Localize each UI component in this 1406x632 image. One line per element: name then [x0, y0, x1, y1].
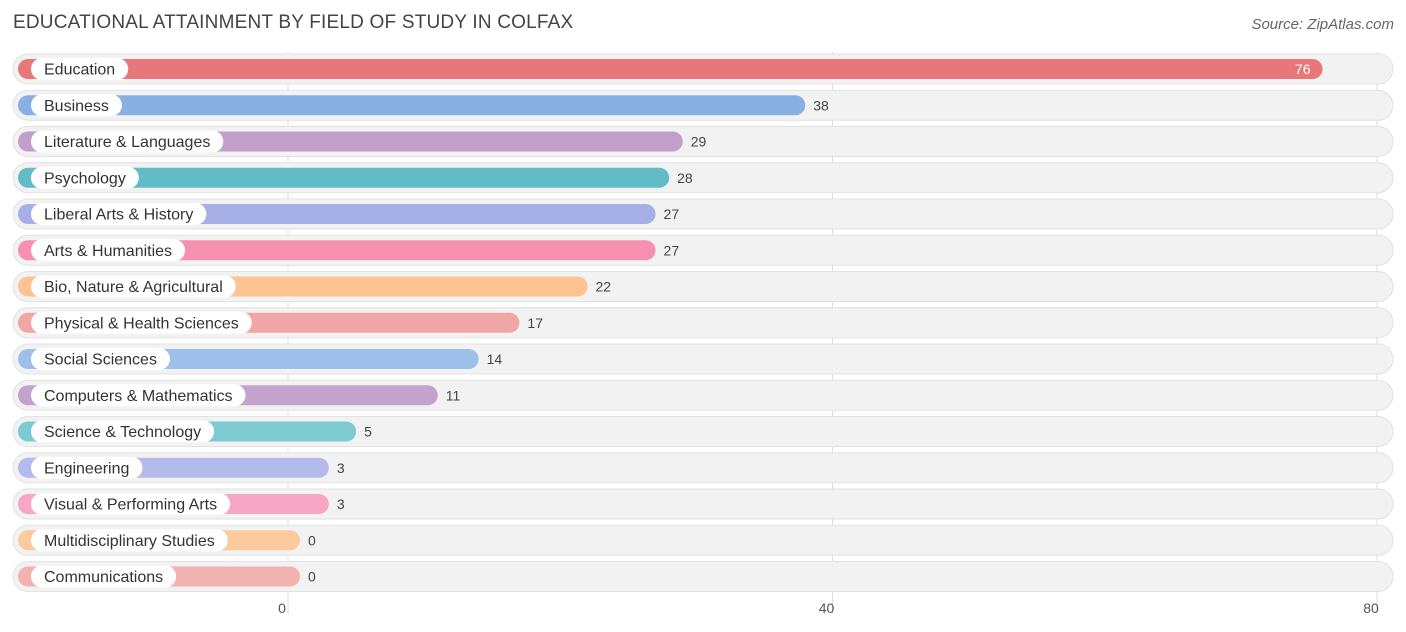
category-label-pill — [31, 493, 231, 515]
category-label: Education — [44, 62, 115, 79]
bar-row: Literature & Languages 29 — [12, 126, 1394, 157]
category-label-pill — [31, 384, 246, 407]
source-credit: Source: ZipAtlas.com — [1251, 16, 1394, 33]
category-label: Computers & Mathematics — [44, 388, 233, 405]
bar-row: Psychology 28 — [12, 162, 1394, 194]
category-label: Visual & Performing Arts — [44, 497, 217, 514]
bar-row: Communications 0 — [12, 561, 1394, 592]
category-label: Liberal Arts & History — [44, 207, 193, 224]
category-label: Multidisciplinary Studies — [44, 533, 215, 550]
bar-row: Multidisciplinary Studies 0 — [12, 524, 1394, 556]
category-label-pill — [31, 565, 177, 588]
category-label: Psychology — [44, 170, 126, 187]
category-label: Physical & Health Sciences — [44, 315, 239, 332]
value-label: 76 — [1295, 61, 1311, 77]
bar-row: Social Sciences 14 — [12, 343, 1394, 375]
category-label: Engineering — [44, 460, 129, 477]
category-label: Business — [44, 98, 109, 115]
category-label-pill — [31, 166, 139, 189]
category-label-pill — [31, 239, 186, 262]
bar-track — [12, 524, 1394, 556]
bar-row: Education 76 — [12, 53, 1394, 85]
bar-row: Visual & Performing Arts 3 — [12, 488, 1394, 520]
value-label: 28 — [677, 170, 693, 186]
value-label: 27 — [664, 242, 680, 258]
category-label: Arts & Humanities — [44, 243, 172, 260]
x-tick-label: 40 — [819, 600, 835, 616]
value-label: 17 — [527, 315, 543, 331]
category-label: Bio, Nature & Agricultural — [44, 279, 223, 296]
bar-row: Engineering 3 — [12, 452, 1394, 484]
value-label: 29 — [691, 134, 707, 150]
category-label-pill — [31, 348, 170, 370]
category-label: Communications — [44, 569, 163, 586]
category-label: Science & Technology — [44, 424, 201, 441]
chart-title: EDUCATIONAL ATTAINMENT BY FIELD OF STUDY… — [13, 12, 574, 33]
bar-row: Liberal Arts & History 27 — [12, 198, 1394, 230]
category-label-pill — [31, 275, 236, 298]
bar-track — [12, 488, 1394, 520]
value-label: 5 — [364, 424, 372, 440]
category-label-pill — [31, 203, 207, 225]
category-label: Social Sciences — [44, 352, 157, 369]
value-label: 22 — [595, 279, 611, 295]
category-label-pill — [31, 58, 129, 80]
x-tick-label: 0 — [278, 600, 286, 616]
category-label-pill — [31, 94, 122, 117]
bar-row: Bio, Nature & Agricultural 22 — [12, 271, 1394, 302]
value-label: 3 — [337, 496, 345, 512]
bar-track — [12, 561, 1394, 592]
value-label: 38 — [813, 97, 829, 113]
bar-row: Business 38 — [12, 89, 1394, 121]
x-axis-ticks: 0 40 80 — [278, 600, 1379, 616]
bar-row: Science & Technology 5 — [12, 416, 1394, 447]
category-label-pill — [31, 311, 252, 334]
bar-row: Arts & Humanities 27 — [12, 234, 1394, 266]
value-label: 27 — [664, 206, 680, 222]
value-label: 0 — [308, 569, 316, 585]
bar — [18, 95, 806, 116]
category-label-pill — [31, 130, 224, 153]
bar — [18, 167, 670, 188]
value-label: 11 — [446, 387, 461, 403]
bar — [18, 59, 1323, 79]
x-tick-label: 80 — [1363, 600, 1379, 616]
value-label: 3 — [337, 460, 345, 476]
rows-layer: Education 76 Business 38 Literature & Langua… — [12, 53, 1394, 592]
category-label-pill — [31, 420, 215, 443]
category-label-pill — [31, 529, 228, 552]
category-label: Literature & Languages — [44, 134, 210, 151]
bar-row: Computers & Mathematics 11 — [12, 379, 1394, 411]
bar-row: Physical & Health Sciences 17 — [12, 307, 1394, 339]
value-label: 0 — [308, 532, 316, 548]
value-label: 14 — [487, 351, 503, 367]
bar-track — [12, 452, 1394, 484]
bar-track — [12, 416, 1394, 447]
category-label-pill — [31, 456, 143, 479]
